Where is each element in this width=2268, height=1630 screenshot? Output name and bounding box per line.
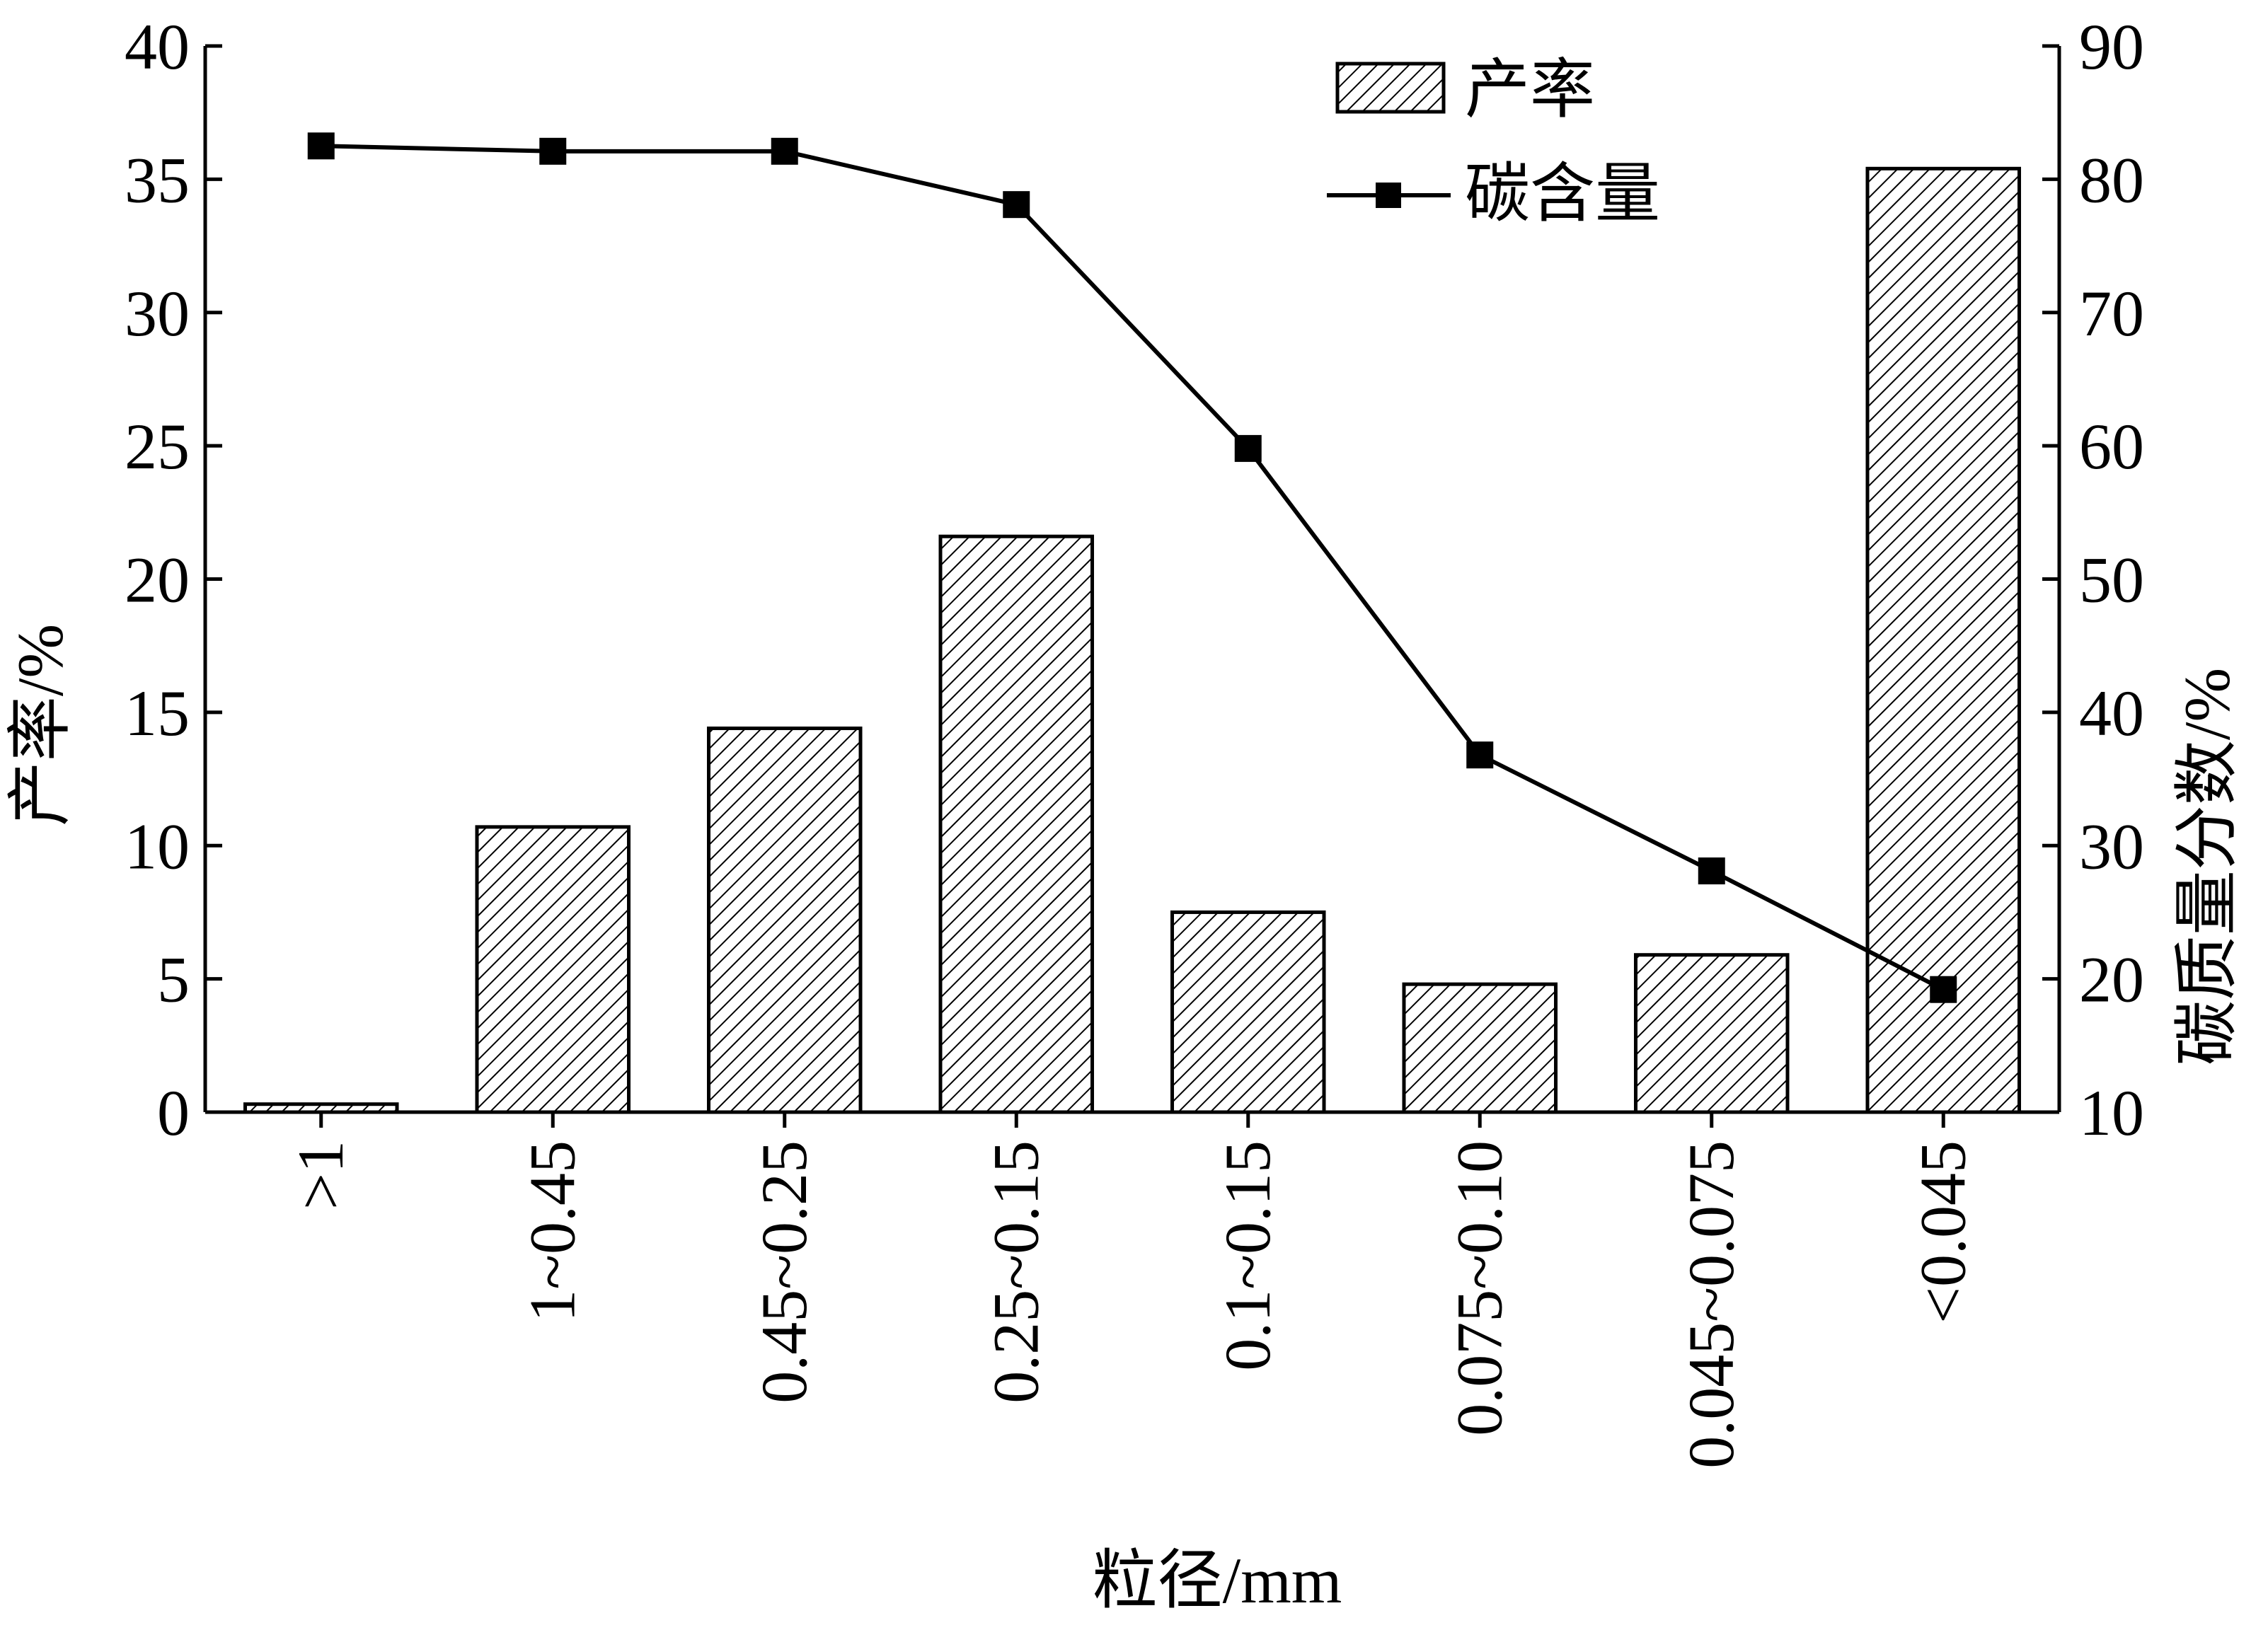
right-axis: 10 20 30 40 50 60 70 80 90 xyxy=(2042,11,2144,1149)
line-point xyxy=(539,137,567,165)
bar xyxy=(1633,953,1790,1114)
left-tick-label: 0 xyxy=(157,1077,190,1149)
legend-label-bar: 产率 xyxy=(1465,54,1595,126)
category-label: 0.25~0.15 xyxy=(979,1140,1052,1404)
legend-swatch-marker xyxy=(1376,183,1401,208)
category-label: 0.1~0.15 xyxy=(1211,1140,1284,1371)
left-tick-label: 25 xyxy=(125,410,190,482)
bar xyxy=(243,1102,399,1114)
category-label: <0.045 xyxy=(1906,1140,1979,1324)
legend: 产率 碳含量 xyxy=(1327,54,1660,230)
line-point xyxy=(1698,857,1725,885)
line-point xyxy=(307,132,335,160)
right-tick-label: 90 xyxy=(2079,11,2144,83)
left-tick-label: 30 xyxy=(125,277,190,349)
right-tick-label: 60 xyxy=(2079,410,2144,482)
bar xyxy=(1865,166,2022,1114)
left-tick-label: 15 xyxy=(125,677,190,749)
left-tick-label: 10 xyxy=(125,810,190,882)
category-label: 0.045~0.075 xyxy=(1675,1140,1747,1469)
line-point xyxy=(1003,191,1030,219)
left-tick-label: 20 xyxy=(125,544,190,616)
line-point xyxy=(771,137,798,165)
category-labels: >1 1~0.45 0.45~0.25 0.25~0.15 0.1~0.15 0.075~… xyxy=(284,1112,1979,1469)
right-tick-label: 40 xyxy=(2079,677,2144,749)
category-label: 1~0.45 xyxy=(516,1140,588,1322)
bar xyxy=(938,534,1095,1114)
line-series xyxy=(307,132,1957,1003)
right-tick-label: 50 xyxy=(2079,544,2144,616)
legend-swatch-bar xyxy=(1335,62,1446,114)
bar xyxy=(475,825,631,1114)
category-label: 0.45~0.25 xyxy=(748,1140,820,1404)
line-point xyxy=(1234,434,1262,462)
bar xyxy=(706,726,863,1114)
category-label: >1 xyxy=(284,1140,357,1210)
legend-label-line: 碳含量 xyxy=(1465,158,1660,230)
right-tick-label: 20 xyxy=(2079,944,2144,1016)
left-tick-label: 40 xyxy=(125,11,190,83)
category-label: 0.075~0.10 xyxy=(1443,1140,1515,1436)
left-axis: 0 5 10 15 20 25 30 35 40 xyxy=(125,11,222,1149)
line-point xyxy=(1466,741,1494,769)
right-tick-label: 80 xyxy=(2079,144,2144,216)
right-tick-label: 10 xyxy=(2079,1077,2144,1149)
right-tick-label: 30 xyxy=(2079,810,2144,882)
bar xyxy=(1402,982,1558,1114)
bars-series xyxy=(243,166,2022,1114)
line-point xyxy=(1930,976,1957,1003)
bar xyxy=(1170,910,1326,1114)
carbon-content-line xyxy=(321,144,1945,992)
x-axis-title: 粒径/mm xyxy=(1093,1544,1342,1617)
left-tick-label: 5 xyxy=(157,944,190,1016)
right-axis-title: 碳质量分数/% xyxy=(2171,668,2243,1065)
left-tick-label: 35 xyxy=(125,144,190,216)
right-tick-label: 70 xyxy=(2079,277,2144,349)
left-axis-title: 产率/% xyxy=(4,624,76,826)
